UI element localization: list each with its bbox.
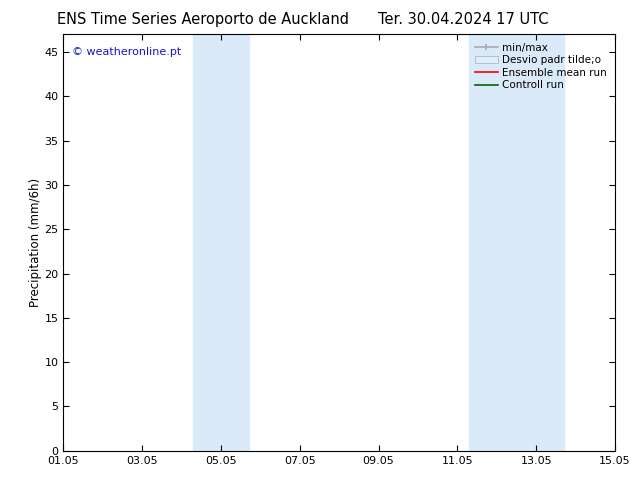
Bar <box>193 34 249 451</box>
Bar <box>469 34 564 451</box>
Text: Ter. 30.04.2024 17 UTC: Ter. 30.04.2024 17 UTC <box>378 12 548 27</box>
Text: © weatheronline.pt: © weatheronline.pt <box>72 47 181 57</box>
Legend: min/max, Desvio padr tilde;o, Ensemble mean run, Controll run: min/max, Desvio padr tilde;o, Ensemble m… <box>472 40 610 94</box>
Y-axis label: Precipitation (mm/6h): Precipitation (mm/6h) <box>29 178 42 307</box>
Text: ENS Time Series Aeroporto de Auckland: ENS Time Series Aeroporto de Auckland <box>57 12 349 27</box>
